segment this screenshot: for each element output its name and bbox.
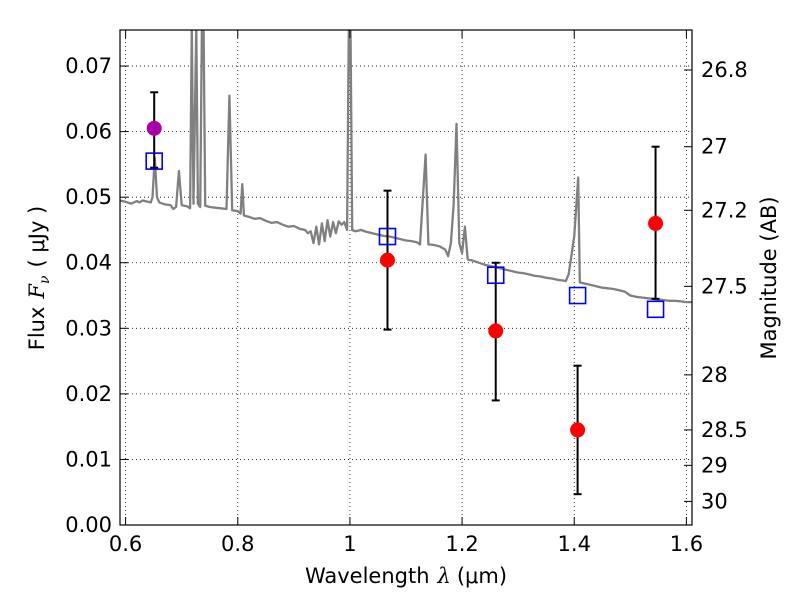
observed-photometry-point <box>379 252 395 268</box>
y2-tick-label: 30 <box>701 489 728 513</box>
observed-photometry-point <box>146 120 162 136</box>
y-tick-label: 0.06 <box>65 120 112 144</box>
y-tick-label: 0.01 <box>65 447 112 471</box>
observed-photometry-point <box>570 422 586 438</box>
y2-tick-label: 26.8 <box>701 58 748 82</box>
y2-tick-label: 29 <box>701 453 728 477</box>
y2-tick-label: 28.5 <box>701 418 748 442</box>
model-photometry-square <box>486 266 505 285</box>
x-tick-label: 0.6 <box>109 532 142 556</box>
spectrum-line <box>120 30 692 304</box>
plot-frame <box>119 29 693 526</box>
observed-photometry-point <box>648 215 664 231</box>
plot-area <box>120 30 692 525</box>
x-tick-label: 0.8 <box>221 532 254 556</box>
y-tick-label: 0.02 <box>65 382 112 406</box>
model-photometry-square <box>646 300 665 319</box>
x-tick-label: 1.4 <box>558 532 591 556</box>
y-tick-label: 0.04 <box>65 251 112 275</box>
y-axis-label: FluxFν( μJy ) <box>25 206 53 350</box>
observed-photometry-point <box>488 323 504 339</box>
axis-ticks: 0.6 0.8 1 1.2 1.4 1.6 0.00 0.01 0.02 0.03 0.04 0.05… <box>65 30 748 556</box>
x-tick-label: 1.6 <box>670 532 703 556</box>
model-photometry-square <box>145 152 164 170</box>
y2-axis-label: Magnitude (AB) <box>757 196 781 359</box>
y-tick-label: 0.07 <box>65 54 112 78</box>
y-tick-label: 0.00 <box>65 513 112 537</box>
y2-tick-label: 28 <box>701 363 728 387</box>
x-axis-label: Wavelength λ (μm) <box>305 564 507 588</box>
x-tick-label: 1 <box>343 532 356 556</box>
y2-tick-label: 27.2 <box>701 198 748 222</box>
model-photometry-square <box>378 227 397 246</box>
y-tick-label: 0.03 <box>65 316 112 340</box>
model-photometry-square <box>568 286 587 305</box>
y-tick-label: 0.05 <box>65 185 112 209</box>
y2-tick-label: 27.5 <box>701 274 748 298</box>
x-tick-label: 1.2 <box>445 532 478 556</box>
data-layer <box>120 30 692 496</box>
y2-tick-label: 27 <box>701 135 728 159</box>
